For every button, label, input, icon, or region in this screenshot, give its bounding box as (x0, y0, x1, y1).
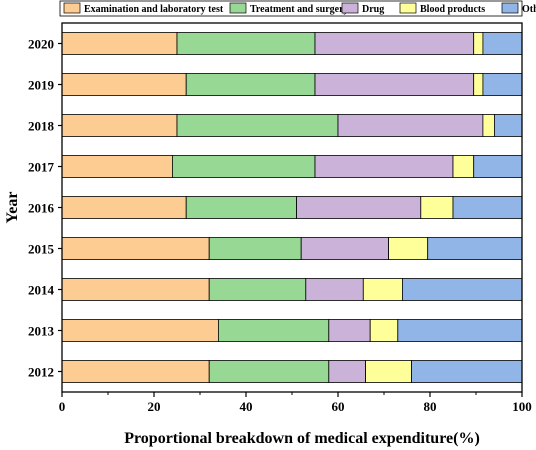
bar-2014-others (401, 278, 523, 301)
bar-2019-blood-products (473, 73, 484, 96)
bar-2020-examination-and-laboratory-test (61, 32, 178, 55)
y-tick-label-2012: 2012 (28, 365, 54, 380)
bar-2018-examination-and-laboratory-test (61, 114, 178, 137)
bar-2016-treatment-and-surgery (185, 196, 297, 219)
x-tick-label-0: 0 (59, 399, 66, 414)
x-tick-label-20: 20 (148, 399, 161, 414)
legend-label-2: Drug (362, 4, 384, 15)
bar-2019-others (482, 73, 523, 96)
bar-2013-blood-products (369, 319, 399, 342)
legend-label-4: Others (522, 4, 536, 15)
bar-2016-examination-and-laboratory-test (61, 196, 187, 219)
x-axis-title: Proportional breakdown of medical expend… (124, 430, 480, 447)
bar-2015-blood-products (388, 237, 429, 260)
legend-label-3: Blood products (420, 4, 485, 15)
bar-2017-drug (314, 155, 454, 178)
y-tick-label-2017: 2017 (28, 160, 55, 175)
bar-2020-treatment-and-surgery (176, 32, 316, 55)
bar-2016-blood-products (420, 196, 454, 219)
y-tick-label-2019: 2019 (28, 78, 55, 93)
bar-2015-examination-and-laboratory-test (61, 237, 210, 260)
bar-2012-drug (328, 360, 366, 383)
bar-2014-blood-products (362, 278, 403, 301)
bar-2018-drug (337, 114, 484, 137)
bar-2018-treatment-and-surgery (176, 114, 339, 137)
axes-layer: 2020 2019 2018 2017 2016 2015 2014 2013 2012 0 20 4… (28, 22, 532, 414)
bar-2019-treatment-and-surgery (185, 73, 316, 96)
y-tick-label-2014: 2014 (28, 283, 55, 298)
y-tick-label-2015: 2015 (28, 242, 55, 257)
bar-2017-others (473, 155, 523, 178)
legend-label-1: Treatment and surgery (250, 4, 349, 15)
y-tick-label-2018: 2018 (28, 119, 55, 134)
bar-2014-drug (305, 278, 364, 301)
bar-2018-others (493, 114, 523, 137)
bar-2013-examination-and-laboratory-test (61, 319, 219, 342)
bar-2020-drug (314, 32, 475, 55)
bar-2017-examination-and-laboratory-test (61, 155, 173, 178)
bar-2012-blood-products (365, 360, 413, 383)
bar-2012-examination-and-laboratory-test (61, 360, 210, 383)
bar-2017-blood-products (452, 155, 475, 178)
bar-2013-drug (328, 319, 371, 342)
bar-2016-others (452, 196, 523, 219)
legend-swatch-4 (501, 2, 519, 14)
bars-layer (61, 32, 523, 383)
bar-2013-treatment-and-surgery (217, 319, 330, 342)
y-tick-label-2013: 2013 (28, 324, 55, 339)
bar-2017-treatment-and-surgery (171, 155, 316, 178)
bar-2019-drug (314, 73, 475, 96)
bar-2015-treatment-and-surgery (208, 237, 302, 260)
legend-swatch-2 (341, 2, 359, 14)
bar-2020-blood-products (473, 32, 484, 55)
y-axis-title: Year (4, 192, 21, 224)
legend-swatch-3 (399, 2, 417, 14)
y-tick-label-2016: 2016 (28, 201, 55, 216)
bar-2013-others (397, 319, 523, 342)
x-tick-label-40: 40 (240, 399, 253, 414)
x-tick-label-100: 100 (512, 399, 532, 414)
legend-swatch-1 (229, 2, 247, 14)
legend: Examination and laboratory test Treatment… (59, 0, 536, 17)
bar-2014-treatment-and-surgery (208, 278, 307, 301)
bar-2015-others (427, 237, 523, 260)
bar-2014-examination-and-laboratory-test (61, 278, 210, 301)
x-tick-label-60: 60 (332, 399, 345, 414)
bar-2016-drug (296, 196, 422, 219)
bar-2015-drug (300, 237, 390, 260)
bar-2020-others (482, 32, 523, 55)
legend-label-0: Examination and laboratory test (84, 4, 224, 15)
bar-2018-blood-products (482, 114, 495, 137)
x-tick-label-80: 80 (424, 399, 437, 414)
bar-2012-treatment-and-surgery (208, 360, 330, 383)
legend-swatch-0 (63, 2, 81, 14)
bar-2012-others (411, 360, 523, 383)
bar-2019-examination-and-laboratory-test (61, 73, 187, 96)
y-tick-label-2020: 2020 (28, 37, 54, 52)
